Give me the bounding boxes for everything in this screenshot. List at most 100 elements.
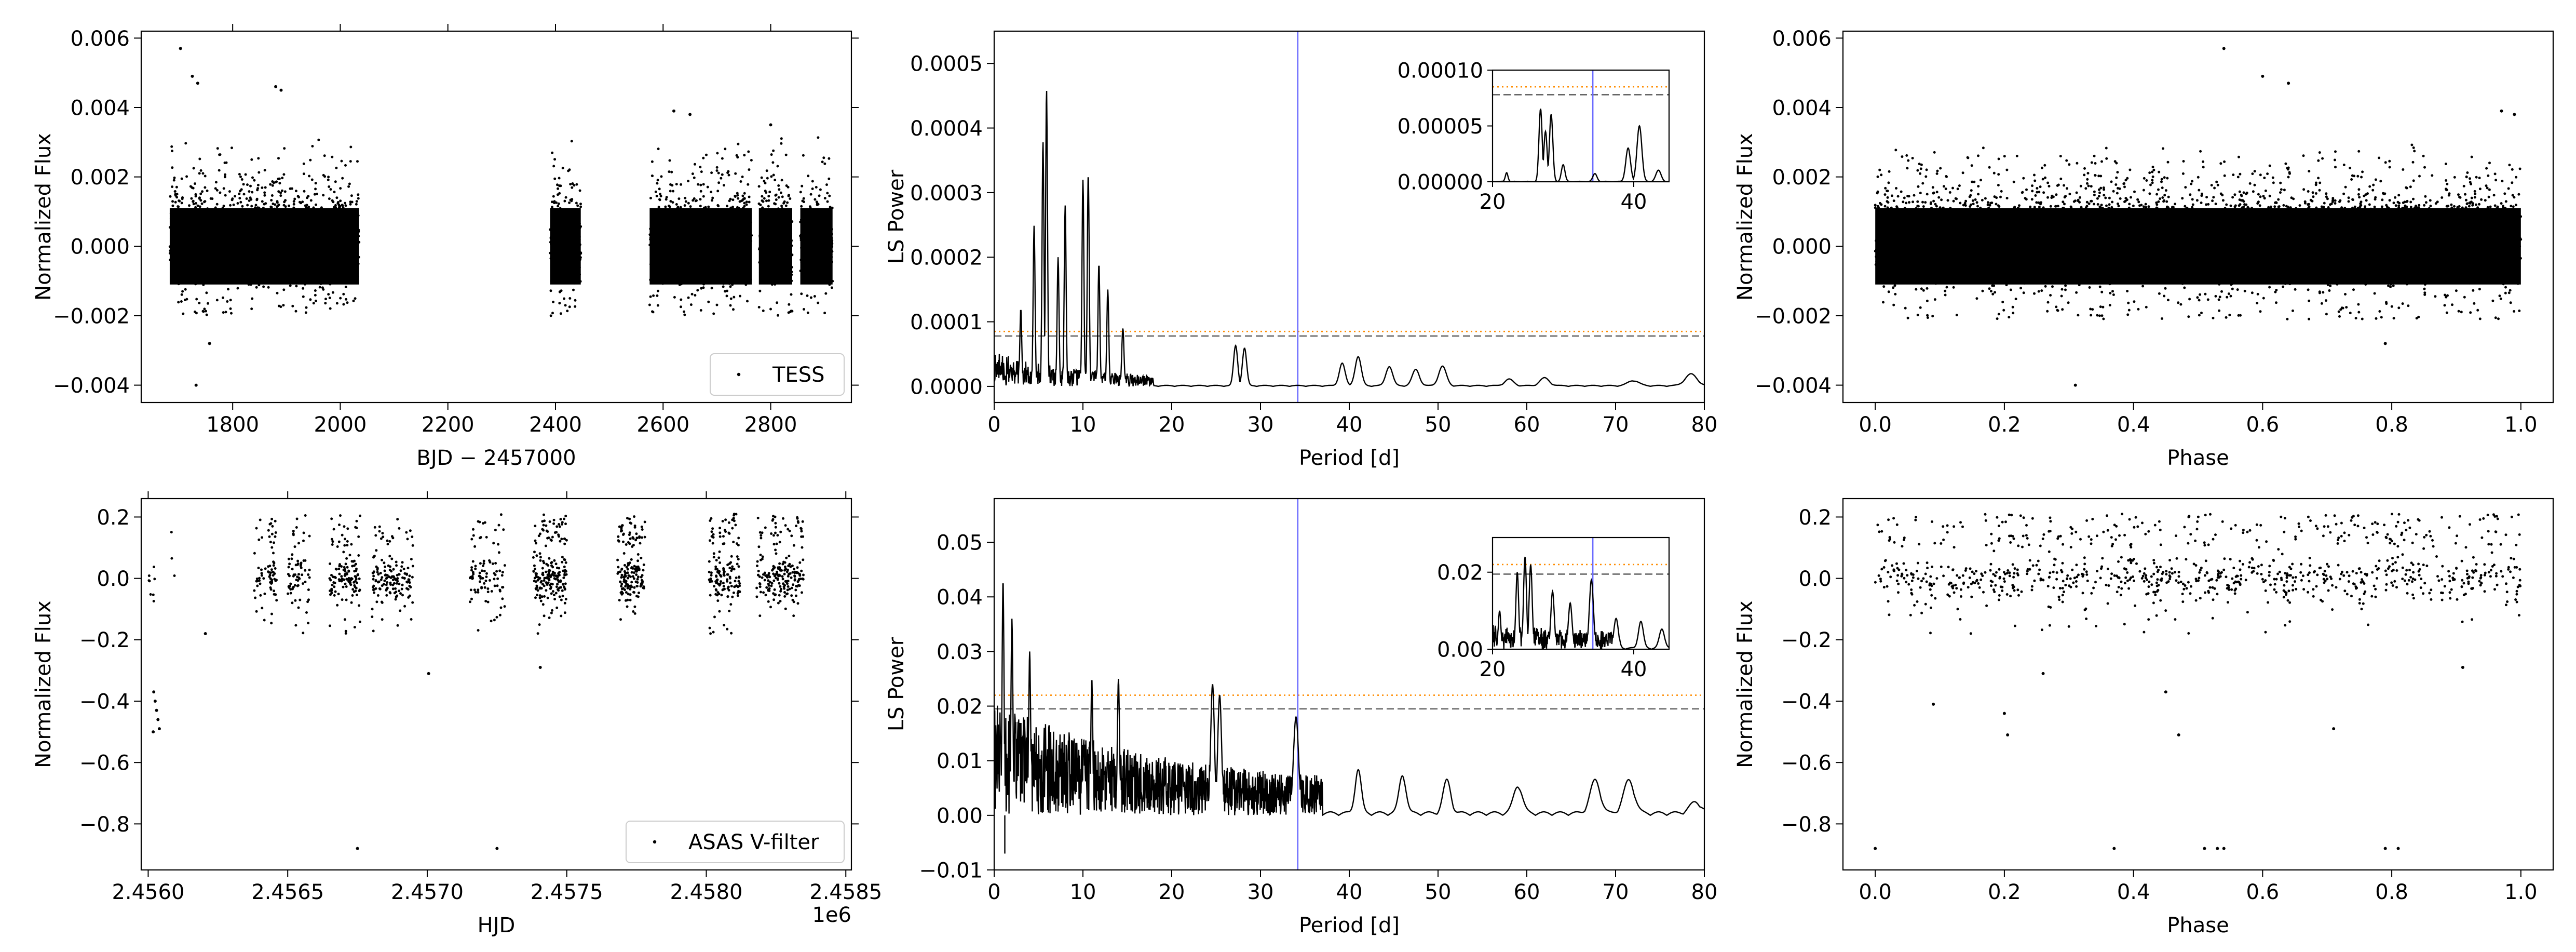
asas-periodogram-xtick-label: 50 bbox=[1425, 880, 1452, 904]
tess-phase-ytick-label: 0.000 bbox=[1772, 235, 1832, 259]
tess-periodogram-ytick-label: 0.0001 bbox=[910, 311, 983, 334]
asas-phase-outlier-point bbox=[2203, 847, 2206, 850]
asas-lightcurve-outlier-point bbox=[153, 700, 157, 703]
asas-periodogram-ytick-label: 0.00 bbox=[937, 804, 983, 828]
asas-periodogram-inset-ytick-label: 0.02 bbox=[1437, 561, 1483, 585]
asas-lightcurve-outlier-point bbox=[427, 672, 430, 675]
asas-periodogram-axes: 0 10 20 30 40 50 60 70 80 −0.01 0.00 0.01 0.02 0.03 0.… bbox=[919, 531, 1717, 904]
asas-periodogram-xtick-label: 30 bbox=[1248, 880, 1274, 904]
tess-lightcurve-xtick-label: 2600 bbox=[636, 413, 689, 437]
tess-periodogram-xtick-label: 70 bbox=[1603, 413, 1629, 437]
tess-periodogram-inset-xtick-label: 40 bbox=[1621, 190, 1647, 214]
asas-phase-xtick-label: 0.0 bbox=[1859, 880, 1892, 904]
asas-lightcurve-xtick-label: 2.4585 bbox=[809, 880, 882, 904]
tess-periodogram-xtick-label: 20 bbox=[1159, 413, 1185, 437]
asas-periodogram-ytick-label: 0.03 bbox=[937, 640, 983, 664]
asas-periodogram-ytick-label: 0.05 bbox=[937, 531, 983, 555]
tess-lightcurve-outlier-point bbox=[769, 123, 772, 127]
tess-phase-outlier-point bbox=[2222, 47, 2226, 50]
asas-lightcurve-offset-label: 1e6 bbox=[812, 903, 851, 927]
tess-periodogram-ytick-label: 0.0002 bbox=[910, 246, 983, 270]
tess-phase-xtick-label: 0.8 bbox=[2375, 413, 2408, 437]
tess-periodogram-ytick-label: 0.0003 bbox=[910, 181, 983, 205]
tess-lightcurve-point-cloud bbox=[168, 136, 834, 317]
asas-phase-outlier-point bbox=[2002, 712, 2006, 715]
tess-periodogram-inset-ytick-label: 0.00010 bbox=[1398, 59, 1483, 83]
asas-lightcurve-legend-box bbox=[626, 821, 845, 863]
asas-lightcurve-outlier-point bbox=[495, 847, 499, 850]
asas-lightcurve-legend-label: ASAS V-filter bbox=[688, 830, 819, 854]
asas-lightcurve-xlabel: HJD bbox=[478, 914, 516, 937]
asas-periodogram-xtick-label: 10 bbox=[1070, 880, 1096, 904]
asas-periodogram-ytick-label: 0.02 bbox=[937, 695, 983, 719]
tess-lightcurve-ytick-label: 0.006 bbox=[70, 27, 130, 51]
tess-phase-ytick-label: −0.002 bbox=[1755, 304, 1832, 328]
asas-lightcurve-ylabel: Normalized Flux bbox=[32, 600, 56, 768]
tess-phase-xtick-label: 0.6 bbox=[2246, 413, 2280, 437]
tess-lightcurve-outlier-point bbox=[194, 383, 198, 387]
asas-phase-ytick-label: −0.2 bbox=[1781, 628, 1832, 652]
asas-phase-xlabel: Phase bbox=[2167, 914, 2229, 937]
asas-lightcurve-outlier-point bbox=[157, 727, 161, 731]
asas-periodogram-inset-curve-group bbox=[1493, 556, 1669, 649]
asas-phase-xtick-label: 0.6 bbox=[2246, 880, 2280, 904]
asas-periodogram-inset-bg bbox=[1493, 538, 1669, 649]
asas-lightcurve-legend-marker bbox=[653, 840, 657, 844]
asas-phase-ytick-label: −0.4 bbox=[1781, 690, 1832, 714]
tess-lightcurve-outlier-point bbox=[208, 342, 211, 345]
tess-lightcurve-ytick-label: −0.002 bbox=[53, 304, 130, 328]
asas-lightcurve-ytick-label: −0.2 bbox=[79, 628, 130, 652]
tess-lightcurve-outlier-point bbox=[274, 85, 278, 88]
asas-phase-ytick-label: −0.6 bbox=[1781, 752, 1832, 775]
tess-lightcurve-ytick-label: −0.004 bbox=[53, 374, 130, 398]
tess-lightcurve-outlier-point bbox=[279, 88, 283, 92]
asas-periodogram-xtick-label: 20 bbox=[1159, 880, 1185, 904]
tess-phase-outlier-point bbox=[2383, 342, 2387, 345]
tess-periodogram-inset-ytick-label: 0.00005 bbox=[1398, 115, 1483, 139]
asas-lightcurve-xtick-label: 2.4580 bbox=[670, 880, 743, 904]
tess-periodogram-ytick-label: 0.0004 bbox=[910, 117, 983, 141]
asas-phase-point-cloud bbox=[1874, 513, 2522, 635]
asas-phase-xtick-label: 0.4 bbox=[2117, 880, 2150, 904]
asas-periodogram-curve bbox=[994, 583, 1704, 816]
tess-phase-xtick-label: 1.0 bbox=[2504, 413, 2538, 437]
asas-periodogram-xtick-label: 40 bbox=[1336, 880, 1363, 904]
tess-lightcurve-outlier-point bbox=[196, 82, 199, 85]
asas-lightcurve-xtick-label: 2.4575 bbox=[531, 880, 603, 904]
asas-periodogram-inset-ytick-label: 0.00 bbox=[1437, 638, 1483, 662]
asas-lightcurve-xtick-label: 2.4565 bbox=[251, 880, 324, 904]
asas-lightcurve-xtick-label: 2.4560 bbox=[112, 880, 184, 904]
tess-periodogram-xtick-label: 80 bbox=[1691, 413, 1718, 437]
tess-periodogram-xtick-label: 30 bbox=[1248, 413, 1274, 437]
tess-lightcurve-xlabel: BJD − 2457000 bbox=[416, 446, 576, 470]
tess-periodogram-ytick-label: 0.0005 bbox=[910, 52, 983, 76]
tess-lightcurve-legend-label: TESS bbox=[772, 363, 825, 387]
tess-periodogram-inset-reference-lines bbox=[1493, 70, 1669, 182]
asas-lightcurve-ytick-label: −0.8 bbox=[79, 813, 130, 837]
asas-phase-ytick-label: 0.0 bbox=[1798, 567, 1832, 591]
asas-periodogram-xtick-label: 0 bbox=[987, 880, 1000, 904]
asas-periodogram-reference-lines bbox=[994, 499, 1704, 870]
tess-phase-xlabel: Phase bbox=[2167, 446, 2229, 470]
tess-periodogram-xtick-label: 0 bbox=[987, 413, 1000, 437]
tess-phase-points bbox=[1874, 47, 2523, 387]
tess-phase-ylabel: Normalized Flux bbox=[1733, 133, 1757, 301]
asas-phase-outlier-point bbox=[2383, 847, 2387, 850]
tess-lightcurve-xtick-label: 2400 bbox=[529, 413, 582, 437]
tess-lightcurve-legend: TESS bbox=[710, 353, 845, 396]
tess-phase-xtick-label: 0.4 bbox=[2117, 413, 2150, 437]
asas-phase-outlier-point bbox=[1932, 702, 1935, 706]
tess-lightcurve-outlier-point bbox=[672, 109, 675, 113]
asas-lightcurve-legend: ASAS V-filter bbox=[626, 821, 845, 863]
tess-periodogram-axes: 0 10 20 30 40 50 60 70 80 0.0000 0.0001 0.0002 0.000… bbox=[910, 52, 1717, 437]
tess-lightcurve-ytick-label: 0.002 bbox=[70, 166, 130, 190]
asas-lightcurve-ytick-label: 0.2 bbox=[97, 506, 130, 530]
tess-periodogram-ytick-label: 0.0000 bbox=[910, 375, 983, 399]
tess-periodogram-inset-xtick-label: 20 bbox=[1480, 190, 1506, 214]
tess-lightcurve-outlier-point bbox=[191, 74, 194, 78]
asas-periodogram-ytick-label: 0.01 bbox=[937, 749, 983, 773]
asas-periodogram-ytick-label: −0.01 bbox=[919, 859, 983, 882]
tess-lightcurve-legend-box bbox=[710, 353, 845, 396]
asas-phase-outlier-point bbox=[2006, 733, 2010, 736]
asas-periodogram-inset-curve bbox=[1493, 556, 1669, 649]
